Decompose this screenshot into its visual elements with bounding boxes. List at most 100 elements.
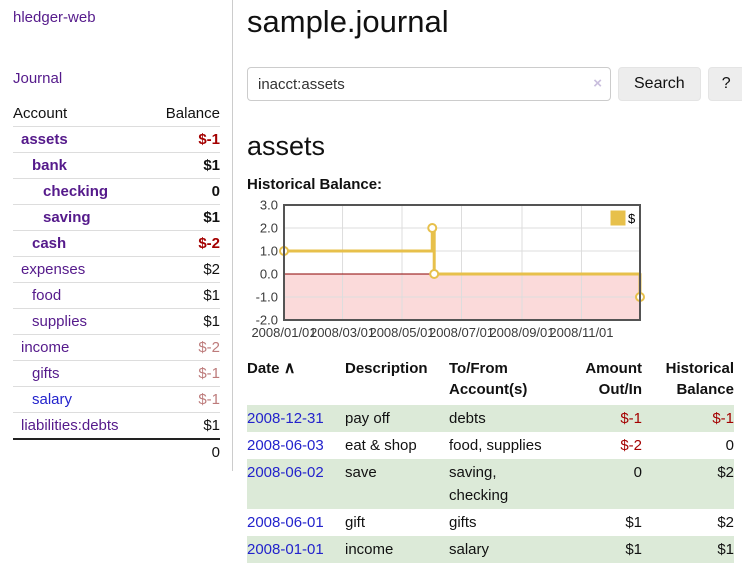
account-link[interactable]: liabilities:debts [21,416,119,434]
account-link[interactable]: cash [32,234,67,252]
account-balance: $1 [149,282,220,309]
register-accounts: saving, checking [449,464,509,504]
account-heading: assets [247,131,326,161]
y-tick-label: 2.0 [260,221,278,236]
account-row: gifts $-1 [13,360,220,387]
register-description: eat & shop [345,437,417,454]
account-balance: $-1 [149,360,220,387]
register-date-cell: 2008-06-03 [247,432,345,459]
transaction-date-link[interactable]: 2008-06-03 [247,437,324,454]
account-row: expenses $2 [13,256,220,283]
help-button[interactable]: ? [707,67,742,101]
x-tick-label: 2008/11/01 [549,325,613,340]
register-header-accounts: To/From Account(s) [449,360,528,398]
accounts-table: Account Balance assets $-1 bank $1 checking 0… [13,101,220,465]
account-row: cash $-2 [13,230,220,257]
y-tick-label: -1.0 [256,290,278,305]
transaction-date-link[interactable]: 2008-12-31 [247,410,324,427]
y-tick-label: -2.0 [256,313,278,328]
register-row: 2008-06-03 eat & shop food, supplies $-2 0 [247,432,734,459]
account-balance: $1 [149,308,220,335]
register-row: 2008-12-31 pay off debts $-1 $-1 [247,405,734,432]
account-balance: 0 [149,178,220,205]
y-tick-label: 3.0 [260,198,278,213]
account-balance: $-1 [149,126,220,153]
register-row: 2008-06-01 gift gifts $1 $2 [247,509,734,536]
x-tick-label: 2008/03/01 [310,325,375,340]
account-link[interactable]: bank [32,156,68,174]
account-balance: $-2 [149,230,220,257]
account-link[interactable]: assets [21,130,68,148]
account-link[interactable]: checking [43,182,109,200]
x-tick-label: 2008/09/01 [489,325,554,340]
search-button[interactable]: Search [618,67,701,101]
register-row: 2008-01-01 income salary $1 $1 [247,536,734,563]
account-row: checking 0 [13,178,220,205]
account-link[interactable]: gifts [32,364,60,382]
account-balance: $-2 [149,334,220,361]
data-point [427,223,438,233]
accounts-header-account: Account [13,101,150,127]
account-cell: salary [13,386,150,413]
accounts-total-balance: 0 [149,438,220,465]
historical-balance-chart: 3.0 2.0 1.0 0.0 -1.0 -2.02008/01/012008/03/01… [251,198,645,340]
register-amount: $1 [625,514,642,531]
search-form: × Search ? [247,67,742,101]
account-cell: food [13,282,150,309]
register-header-balance: Historical Balance [665,360,734,398]
register-description: gift [345,514,366,531]
x-tick-label: 2008/05/01 [369,325,434,340]
search-box: × [247,67,611,101]
register-header-row: Date ∧ Description To/From Account(s) Am… [247,358,734,405]
transaction-date-link[interactable]: 2008-06-02 [247,464,324,481]
account-cell: gifts [13,360,150,387]
app-brand-link[interactable]: hledger-web [13,9,96,26]
account-link[interactable]: salary [32,390,73,408]
register-balance: $-1 [712,410,734,427]
y-tick-label: 1.0 [260,244,278,259]
account-cell: saving [13,204,150,231]
sidebar: hledger-web Journal Account Balance asse… [0,0,233,471]
account-cell: cash [13,230,150,257]
register-description: pay off [345,410,390,427]
account-link[interactable]: food [32,286,62,304]
register-accounts: debts [449,410,486,427]
register-amount: 0 [633,464,642,481]
accounts-total-spacer [13,438,150,465]
account-row: food $1 [13,282,220,309]
account-link[interactable]: income [21,338,70,356]
account-cell: income [13,334,150,361]
accounts-total-row: 0 [13,438,220,465]
search-input[interactable] [247,67,611,101]
register-header-amount: Amount Out/In [585,360,642,398]
register-description: income [345,541,394,558]
register-date-cell: 2008-06-01 [247,509,345,536]
register-accounts: food, supplies [449,437,542,454]
x-tick-label: 2008/07/01 [429,325,494,340]
register-date-cell: 2008-06-02 [247,459,345,509]
account-cell: expenses [13,256,150,283]
sort-ascending-icon: ∧ [283,360,296,377]
transaction-date-link[interactable]: 2008-06-01 [247,514,324,531]
y-tick-label: 0.0 [260,267,278,282]
account-row: bank $1 [13,152,220,179]
account-row: supplies $1 [13,308,220,335]
register-header-date[interactable]: Date ∧ [247,358,345,405]
register-date-cell: 2008-01-01 [247,536,345,563]
transaction-date-link[interactable]: 2008-01-01 [247,541,324,558]
register-balance: $2 [717,514,734,531]
legend-swatch [609,209,627,227]
account-link[interactable]: saving [43,208,91,226]
clear-search-icon[interactable]: × [593,75,602,92]
register-balance: $1 [717,541,734,558]
account-link[interactable]: supplies [32,312,88,330]
register-header-description: Description [345,360,428,377]
sidebar-item-journal[interactable]: Journal [13,70,63,87]
accounts-header-balance: Balance [149,101,220,127]
legend-label: $ [628,211,636,226]
main-content: sample.journal × Search ? assets Histori… [233,0,742,563]
register-header-date-label: Date [247,360,280,377]
account-row: income $-2 [13,334,220,361]
account-link[interactable]: expenses [21,260,86,278]
x-tick-label: 2008/01/01 [251,325,316,340]
